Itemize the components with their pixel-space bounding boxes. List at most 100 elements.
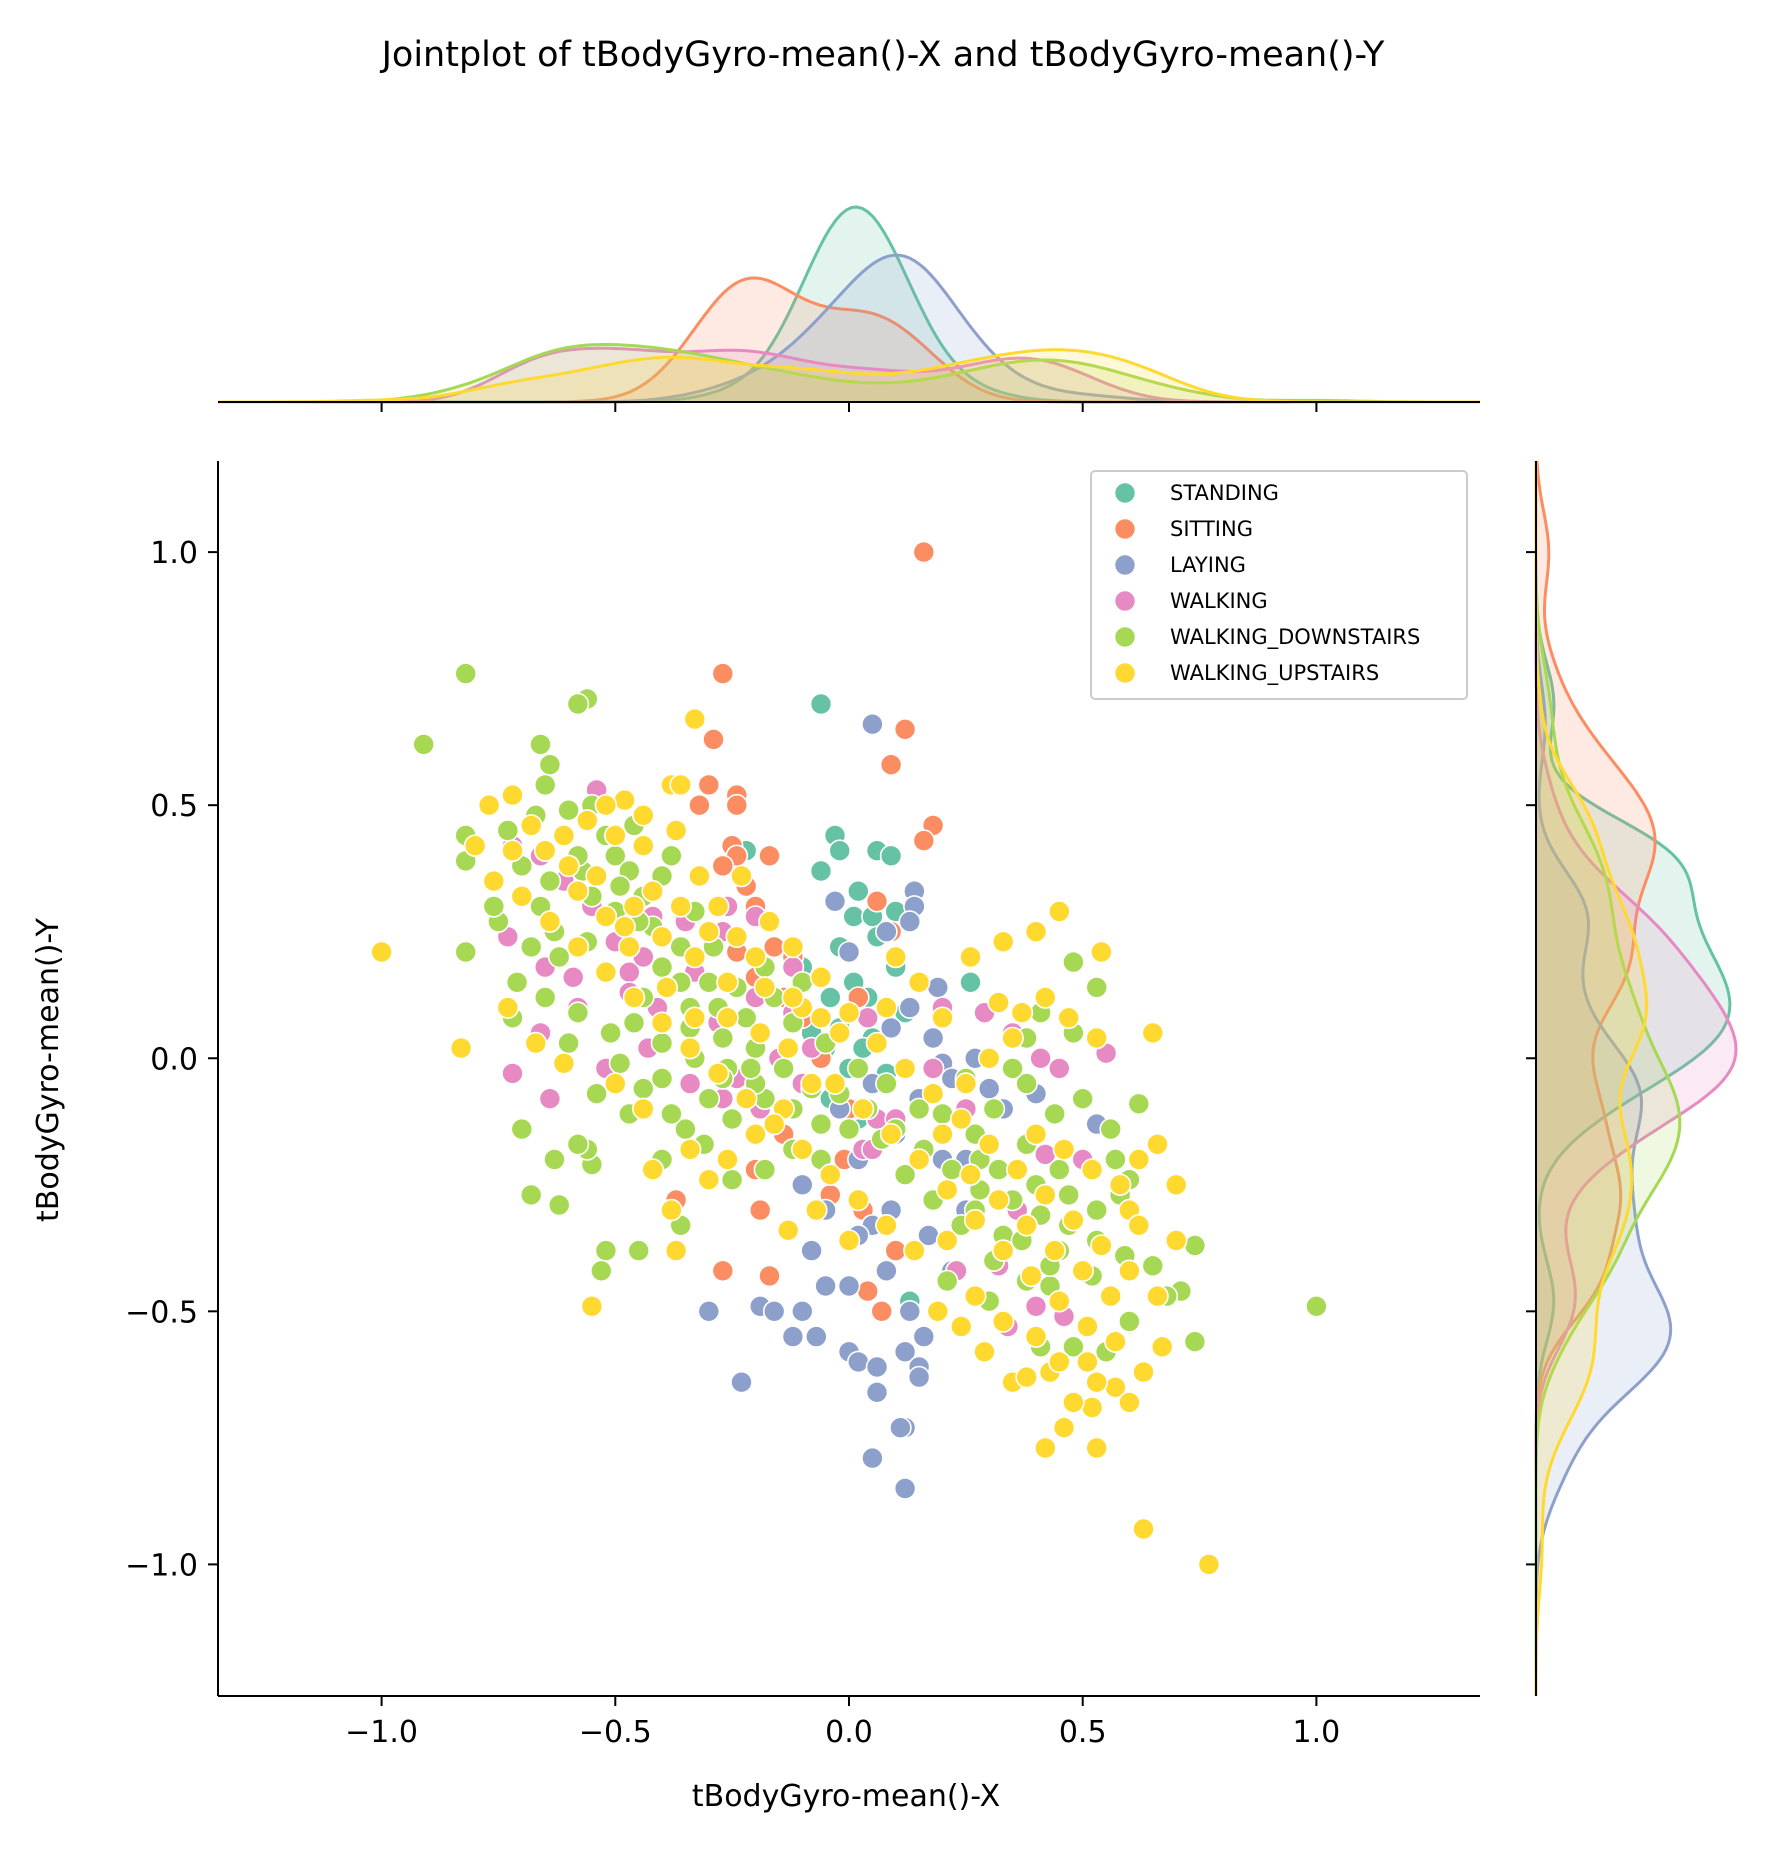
data-point — [627, 1239, 651, 1262]
data-point — [1104, 1148, 1127, 1171]
data-point — [660, 1102, 683, 1126]
data-point — [594, 905, 618, 928]
data-point — [809, 692, 833, 716]
data-point — [865, 1381, 889, 1404]
data-point — [1005, 1158, 1029, 1181]
data-point — [524, 1031, 548, 1055]
data-point — [753, 1158, 777, 1181]
data-point — [744, 1122, 767, 1146]
data-point — [1197, 1553, 1221, 1576]
data-point — [884, 1239, 908, 1262]
kde-y-fill-walking-upstairs — [1536, 461, 1647, 1696]
data-point — [501, 1062, 524, 1085]
data-point — [762, 935, 786, 959]
data-point — [1048, 1350, 1071, 1374]
data-point — [982, 1097, 1006, 1121]
data-point — [991, 930, 1015, 954]
kde-y-fill-sitting — [1536, 461, 1656, 1696]
data-point — [510, 1117, 534, 1141]
data-point — [617, 935, 641, 959]
x-tick-label: −1.0 — [345, 1715, 418, 1750]
kde-x-fill-walking — [218, 348, 1480, 402]
data-point — [1048, 1158, 1071, 1181]
data-point — [781, 1325, 805, 1348]
kde-y-fill-standing — [1536, 461, 1730, 1696]
data-point — [865, 889, 889, 913]
legend-label: WALKING_UPSTAIRS — [1170, 661, 1379, 686]
data-point — [1024, 1325, 1048, 1348]
data-point — [991, 1239, 1015, 1262]
data-point — [926, 976, 950, 999]
data-point — [893, 1163, 917, 1186]
data-point — [893, 1340, 917, 1364]
data-point — [1062, 1391, 1085, 1414]
data-point — [846, 1350, 870, 1374]
data-point — [552, 1052, 576, 1075]
data-point — [538, 753, 562, 777]
data-point — [912, 540, 936, 564]
data-point — [837, 1001, 861, 1025]
data-point — [547, 1193, 571, 1217]
data-point — [678, 1072, 702, 1095]
data-point — [921, 1082, 945, 1105]
data-point — [898, 1300, 922, 1323]
data-point — [575, 809, 599, 832]
data-point — [865, 1355, 889, 1379]
legend-marker — [1113, 481, 1137, 505]
data-point — [781, 935, 805, 959]
data-point — [846, 879, 870, 903]
data-point — [594, 1239, 618, 1262]
data-point — [889, 1416, 912, 1439]
data-point — [533, 986, 557, 1009]
data-point — [837, 1229, 861, 1252]
legend-frame — [1090, 470, 1468, 700]
data-point — [893, 1477, 917, 1500]
data-point — [482, 869, 506, 893]
data-point — [809, 859, 833, 883]
data-point — [875, 1072, 898, 1095]
data-point — [697, 1087, 721, 1110]
data-point — [814, 1274, 837, 1298]
data-point — [893, 1057, 917, 1080]
data-point — [1043, 1239, 1066, 1262]
data-point — [631, 1077, 655, 1100]
data-point — [1071, 1259, 1094, 1283]
legend-label: SITTING — [1170, 517, 1253, 541]
data-point — [1048, 900, 1071, 923]
data-point — [1057, 1183, 1080, 1207]
data-point — [823, 889, 847, 913]
data-point — [762, 1300, 786, 1323]
data-point — [790, 1173, 814, 1197]
data-point — [706, 895, 730, 918]
data-point — [449, 1036, 473, 1060]
data-point — [1150, 1335, 1174, 1359]
data-point — [940, 1158, 964, 1181]
data-point — [1164, 1229, 1188, 1252]
data-point — [557, 854, 580, 878]
data-point — [538, 1087, 562, 1110]
data-point — [987, 1188, 1010, 1212]
data-point — [781, 986, 805, 1009]
data-point — [1183, 1330, 1207, 1353]
data-point — [622, 1011, 646, 1035]
data-point — [711, 854, 735, 878]
data-point — [1085, 1026, 1108, 1050]
data-point — [987, 1158, 1010, 1181]
data-point — [688, 864, 711, 888]
data-point — [1015, 1072, 1038, 1095]
y-axis-label: tBodyGyro-mean()-Y — [31, 917, 66, 1222]
data-point — [1024, 920, 1048, 944]
data-point — [697, 970, 721, 994]
data-point — [1104, 1330, 1127, 1353]
data-point — [585, 1082, 608, 1105]
data-point — [720, 1107, 744, 1131]
data-point — [496, 996, 520, 1019]
data-point — [1062, 1335, 1085, 1359]
data-point — [1132, 1360, 1155, 1384]
marginal-y-kde — [1534, 460, 1738, 1696]
data-point — [804, 1325, 828, 1348]
data-point — [907, 1148, 931, 1171]
data-point — [538, 869, 562, 893]
data-point — [1034, 986, 1057, 1009]
data-point — [776, 1036, 800, 1060]
